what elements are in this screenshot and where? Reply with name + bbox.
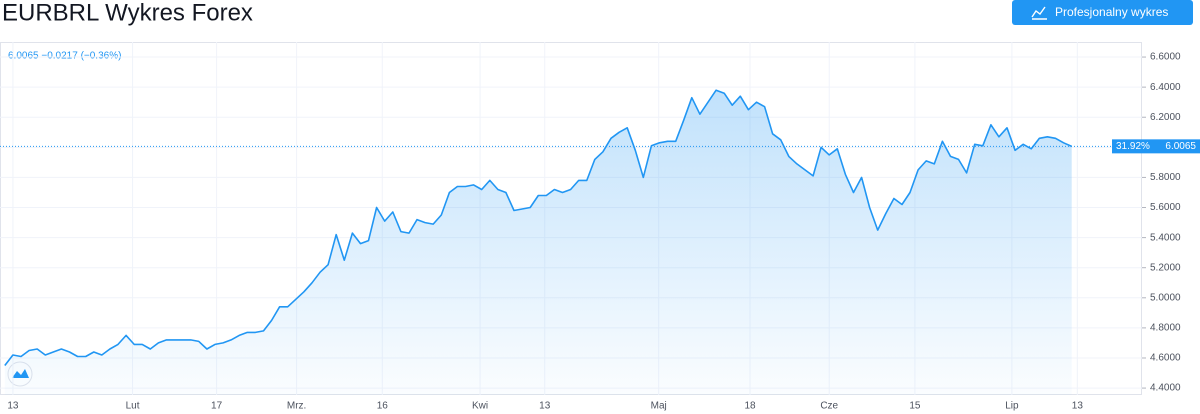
price-line bbox=[4, 89, 1073, 366]
price-tag bbox=[1112, 139, 1200, 154]
y-tick-label: 4.6000 bbox=[1150, 353, 1181, 364]
x-tick-label: Maj bbox=[651, 401, 667, 412]
x-tick-label: Kwi bbox=[472, 401, 488, 412]
button-icon bbox=[1031, 6, 1047, 20]
button-label[interactable]: Profesjonalny wykres bbox=[1055, 5, 1168, 19]
y-tick-label: 6.6000 bbox=[1150, 52, 1181, 63]
pro-chart-button[interactable]: Profesjonalny wykres bbox=[1012, 0, 1193, 25]
area-fill bbox=[4, 90, 1072, 395]
y-tick-label: 6.2000 bbox=[1150, 112, 1181, 123]
x-tick-label: Mrz. bbox=[287, 401, 306, 412]
x-tick-label: 17 bbox=[211, 401, 223, 412]
x-tick-label: 13 bbox=[7, 401, 19, 412]
y-tick-label: 6.4000 bbox=[1150, 82, 1181, 93]
legend-text: 6.0065 −0.0217 (−0.36%) bbox=[8, 51, 121, 62]
x-tick-label: Cze bbox=[820, 401, 838, 412]
y-tick-label: 5.0000 bbox=[1150, 292, 1181, 303]
y-tick-label: 4.4000 bbox=[1150, 383, 1181, 394]
x-tick-label: 13 bbox=[539, 401, 551, 412]
y-tick-label: 5.4000 bbox=[1150, 232, 1181, 243]
price-label: 6.0065 bbox=[1165, 141, 1196, 152]
x-tick-label: 13 bbox=[1072, 401, 1084, 412]
y-tick-label: 5.6000 bbox=[1150, 202, 1181, 213]
y-tick-label: 4.8000 bbox=[1150, 323, 1181, 334]
page-title: EURBRL Wykres Forex bbox=[2, 0, 253, 26]
x-tick-label: 16 bbox=[377, 401, 389, 412]
change-label: 31.92% bbox=[1116, 141, 1150, 152]
x-tick-label: 15 bbox=[909, 401, 921, 412]
y-tick-label: 5.8000 bbox=[1150, 172, 1181, 183]
y-tick-label: 5.2000 bbox=[1150, 262, 1181, 273]
x-tick-label: Lut bbox=[126, 401, 140, 412]
x-tick-label: Lip bbox=[1005, 401, 1019, 412]
button-bg bbox=[1012, 0, 1193, 25]
x-tick-label: 18 bbox=[744, 401, 756, 412]
